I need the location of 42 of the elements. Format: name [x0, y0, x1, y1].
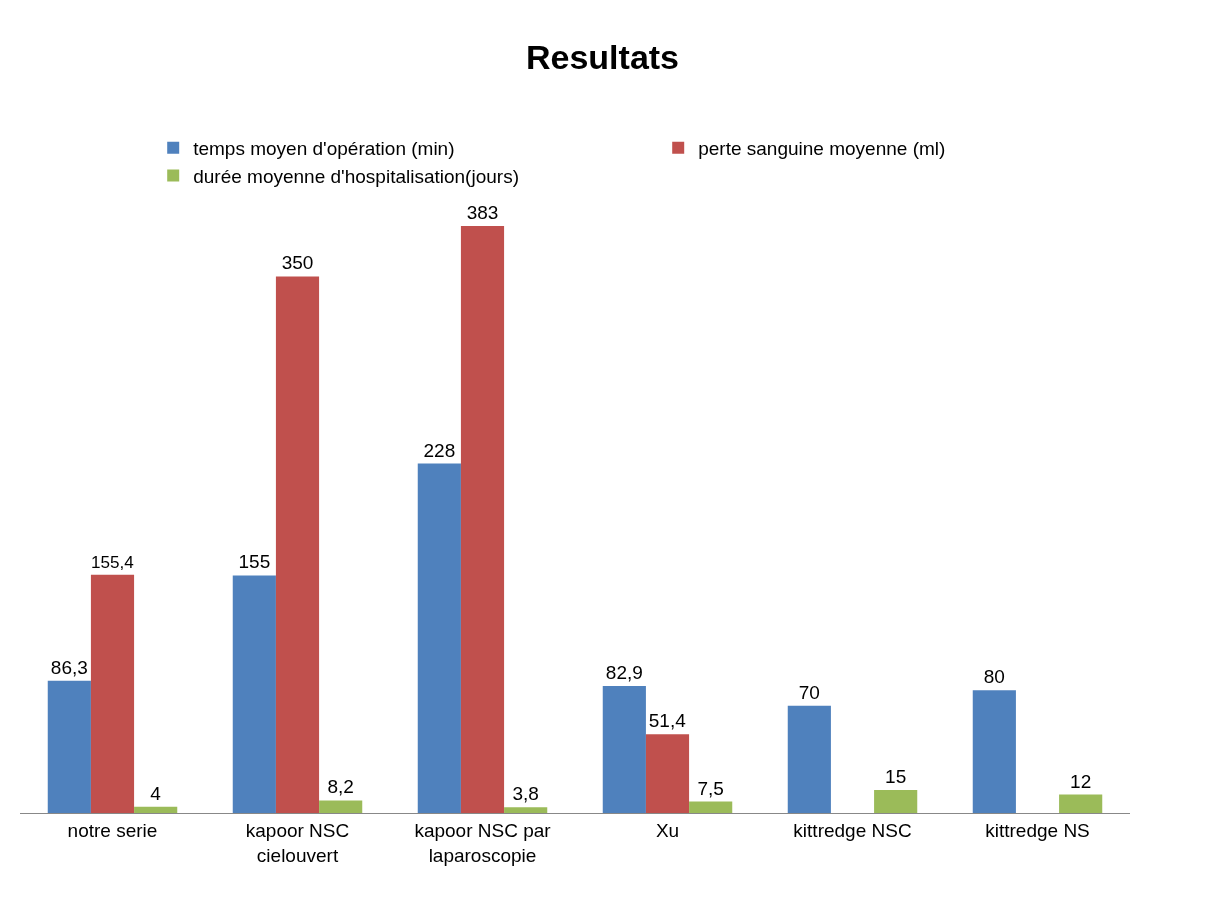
data-label: 80 [983, 666, 1005, 688]
bar [504, 807, 548, 813]
legend-label: durée moyenne d'hospitalisation(jours) [193, 165, 519, 187]
bar [417, 463, 461, 813]
bar [319, 800, 363, 813]
bar [134, 806, 178, 813]
x-tick-label: kittredge NS [985, 819, 1090, 841]
bar [689, 801, 733, 813]
x-tick-label: kapoor NSC par laparoscopie [414, 819, 552, 866]
bar [645, 734, 690, 813]
data-label: 86,3 [50, 656, 88, 678]
x-tick-label: kapoor NSC cielouvert [245, 819, 350, 866]
data-label: 3,8 [512, 783, 539, 805]
legend-label: temps moyen d'opération (min) [193, 138, 455, 160]
data-label: 70 [798, 681, 820, 703]
data-label: 4 [150, 782, 162, 804]
bar [874, 790, 918, 813]
x-tick-label: Xu [655, 819, 680, 841]
data-label: 15 [885, 766, 907, 788]
data-label: 228 [423, 439, 456, 461]
data-label: 350 [281, 252, 314, 274]
data-label: 383 [466, 201, 499, 223]
data-label: 7,5 [697, 777, 724, 799]
data-label: 51,4 [648, 710, 687, 732]
chart-title: Resultats [525, 37, 680, 76]
x-tick-label: notre serie [67, 819, 158, 841]
data-label: 82,9 [605, 661, 643, 683]
bar [1059, 794, 1103, 813]
bar [90, 574, 135, 813]
bar [972, 690, 1016, 813]
x-tick-label: kittredge NSC [793, 819, 912, 841]
bar [602, 685, 646, 813]
bar [460, 225, 505, 813]
data-label: 8,2 [327, 776, 354, 798]
legend-label: perte sanguine moyenne (ml) [698, 138, 946, 160]
data-label: 12 [1070, 770, 1092, 792]
bar [275, 276, 320, 813]
bar [787, 705, 831, 813]
data-label: 155,4 [90, 553, 134, 573]
data-label: 155 [238, 551, 271, 573]
bar [47, 680, 91, 813]
bar [232, 575, 276, 813]
